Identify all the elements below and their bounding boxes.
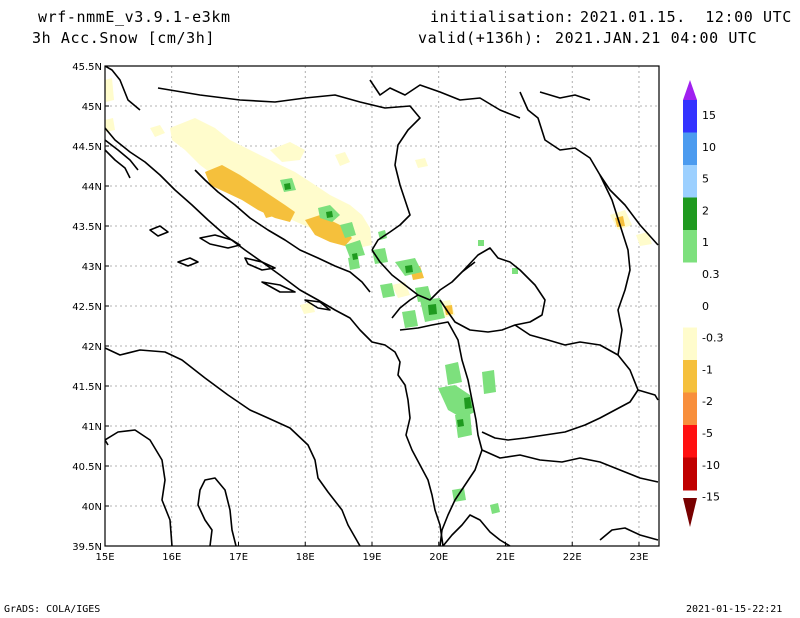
lat-label: 40.5N bbox=[72, 462, 102, 473]
colorbar-top-arrow bbox=[683, 80, 697, 100]
latitude-labels: 45.5N 45N 44.5N 44N 43.5N 43N 42.5N 42N 41.5N 41N… bbox=[72, 62, 109, 553]
lat-label: 45N bbox=[82, 102, 102, 113]
footer-right: 2021-01-15-22:21 bbox=[686, 604, 783, 615]
colorbar-label: 5 bbox=[702, 173, 709, 186]
colorbar-label: -0.3 bbox=[702, 332, 723, 345]
colorbar-label: 15 bbox=[702, 109, 716, 122]
longitude-labels: 15E 16E 17E 18E 19E 20E 21E 22E 23E bbox=[95, 542, 648, 563]
footer-left: GrADS: COLA/IGES bbox=[4, 604, 101, 615]
colorbar-segment bbox=[683, 100, 697, 133]
colorbar-segment bbox=[683, 360, 697, 393]
colorbar-label: -15 bbox=[702, 491, 720, 504]
lon-label: 23E bbox=[629, 552, 648, 563]
lon-label: 21E bbox=[496, 552, 515, 563]
colorbar: 15 10 5 2 1 0.3 0 -0.3 -1 -2 -5 -10 -15 bbox=[683, 80, 723, 527]
lat-label: 44.5N bbox=[72, 142, 102, 153]
snow-field-orange bbox=[205, 165, 625, 315]
init-label: initialisation: bbox=[430, 8, 575, 26]
colorbar-label: 1 bbox=[702, 236, 709, 249]
snow-field-yellow bbox=[105, 78, 652, 318]
colorbar-label: 2 bbox=[702, 204, 709, 217]
lon-label: 18E bbox=[296, 552, 315, 563]
colorbar-label: 0.3 bbox=[702, 268, 720, 281]
lat-label: 40N bbox=[82, 502, 102, 513]
colorbar-label: -10 bbox=[702, 459, 720, 472]
colorbar-label: -5 bbox=[702, 427, 713, 440]
colorbar-segment bbox=[683, 425, 697, 458]
coastlines-borders bbox=[105, 66, 659, 546]
map-body bbox=[105, 66, 659, 546]
lat-label: 42.5N bbox=[72, 302, 102, 313]
lat-label: 44N bbox=[82, 182, 102, 193]
colorbar-segment bbox=[683, 165, 697, 198]
colorbar-segment bbox=[683, 132, 697, 166]
colorbar-segment bbox=[683, 230, 697, 263]
lon-label: 15E bbox=[95, 552, 114, 563]
colorbar-segment bbox=[683, 327, 697, 361]
colorbar-segment bbox=[683, 197, 697, 231]
lon-label: 17E bbox=[229, 552, 248, 563]
valid-value: 2021.JAN.21 04:00 UTC bbox=[555, 29, 758, 47]
colorbar-segment bbox=[683, 457, 697, 491]
lat-label: 39.5N bbox=[72, 542, 102, 553]
lon-label: 20E bbox=[429, 552, 448, 563]
colorbar-label: -1 bbox=[702, 363, 713, 376]
lat-label: 43.5N bbox=[72, 222, 102, 233]
colorbar-label: 10 bbox=[702, 141, 716, 154]
snow-field-green bbox=[280, 178, 518, 514]
lat-label: 42N bbox=[82, 342, 102, 353]
model-title: wrf-nmmE_v3.9.1-e3km bbox=[38, 8, 231, 26]
colorbar-label: -2 bbox=[702, 395, 713, 408]
snow-field-darkgreen bbox=[284, 183, 472, 427]
colorbar-label: 0 bbox=[702, 300, 709, 313]
lon-label: 22E bbox=[563, 552, 582, 563]
colorbar-segment bbox=[683, 295, 697, 328]
init-value: 2021.01.15. 12:00 UTC bbox=[580, 8, 792, 26]
colorbar-segment bbox=[683, 262, 697, 296]
lat-label: 41N bbox=[82, 422, 102, 433]
lat-label: 41.5N bbox=[72, 382, 102, 393]
lat-label: 45.5N bbox=[72, 62, 102, 73]
colorbar-segment bbox=[683, 392, 697, 426]
lon-label: 16E bbox=[162, 552, 181, 563]
valid-label: valid(+136h): bbox=[418, 29, 544, 47]
grid-lines bbox=[105, 66, 659, 546]
lat-label: 43N bbox=[82, 262, 102, 273]
colorbar-bottom-arrow bbox=[683, 498, 697, 527]
lon-label: 19E bbox=[362, 552, 381, 563]
field-title: 3h Acc.Snow [cm/3h] bbox=[32, 29, 215, 47]
